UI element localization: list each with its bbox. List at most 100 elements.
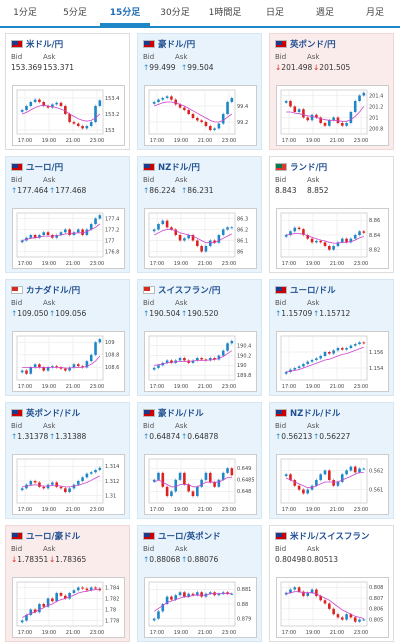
price-values: ↑0.56213 ↑0.56227 xyxy=(270,431,393,443)
chart-svg: 17:00 19:00 21:00 23:00 8.86 8.84 8.82 xyxy=(280,212,380,267)
rate-card[interactable]: 米ドル/スイスフラン Bid Ask 0.80498 0.80513 17:00 19:00… xyxy=(269,525,394,642)
x-tick-label: 23:00 xyxy=(90,261,104,267)
y-tick-label: 109 xyxy=(105,340,115,346)
candle-body xyxy=(213,128,216,130)
tab-4[interactable]: 1時間足 xyxy=(208,8,242,18)
x-tick-label: 17:00 xyxy=(282,261,296,267)
rate-card[interactable]: 米ドル/円 Bid Ask 153.369 153.371 17:00 19:00 21:00… xyxy=(5,33,130,150)
candle-body xyxy=(94,106,97,122)
rate-card[interactable]: NZドル/ドル Bid Ask ↑0.56213 ↑0.56227 17:00 19:00 2… xyxy=(269,402,394,519)
rate-card[interactable]: ユーロ/英ポンド Bid Ask ↑0.88068 ↑0.88076 17:00 19:00… xyxy=(137,525,262,642)
y-tick-label: 177.4 xyxy=(105,216,119,222)
candle-body xyxy=(345,238,348,243)
x-tick-label: 17:00 xyxy=(282,138,296,144)
rate-card[interactable]: 英ポンド/円 Bid Ask ↓201.498 ↓201.505 17:00 19:00 21… xyxy=(269,33,394,150)
price-chart[interactable]: 17:00 19:00 21:00 23:00 1.156 1.154 xyxy=(276,331,389,392)
pair-name[interactable]: ユーロ/豪ドル xyxy=(26,532,81,542)
pair-name[interactable]: ユーロ/円 xyxy=(26,163,64,173)
candle-body xyxy=(213,358,216,360)
rate-card[interactable]: ユーロ/ドル Bid Ask ↑1.15709 ↑1.15712 17:00 19:00 21… xyxy=(269,279,394,396)
rate-card[interactable]: 英ポンド/ドル Bid Ask ↑1.31378 ↑1.31388 17:00 19:00 2… xyxy=(5,402,130,519)
price-chart[interactable]: 17:00 19:00 21:00 23:00 109 108.8 108.6 xyxy=(12,331,125,392)
pair-name[interactable]: カナダドル/円 xyxy=(26,286,81,296)
bid-label: Bid xyxy=(275,422,287,430)
candle-body xyxy=(200,358,203,360)
price-chart[interactable]: 17:00 19:00 21:00 23:00 1.314 1.312 1.31 xyxy=(12,454,125,515)
tab-5[interactable]: 日足 xyxy=(265,8,284,18)
rate-card[interactable]: 豪ドル/円 Bid Ask ↑99.499 ↑99.504 17:00 19:00 21:00… xyxy=(137,33,262,150)
rate-card[interactable]: スイスフラン/円 Bid Ask ↑190.504 ↑190.520 17:00 19:00… xyxy=(137,279,262,396)
pair-name[interactable]: 米ドル/円 xyxy=(26,40,64,50)
pair-name[interactable]: 豪ドル/円 xyxy=(158,40,196,50)
bid-value: 1.15709 xyxy=(281,309,313,318)
candle-body xyxy=(38,364,41,368)
rate-card[interactable]: ランド/円 Bid Ask 8.843 8.852 17:00 19:00 21:00 23:0… xyxy=(269,156,394,273)
candle-body xyxy=(59,593,63,596)
candle-body xyxy=(152,367,156,370)
candle-body xyxy=(157,472,160,480)
y-tick-label: 201 xyxy=(369,115,379,121)
price-labels: Bid Ask xyxy=(270,50,393,62)
x-tick-label: 21:00 xyxy=(198,138,212,144)
flag-icon xyxy=(275,286,287,294)
pair-name[interactable]: ランド/円 xyxy=(290,163,328,173)
price-chart[interactable]: 17:00 19:00 21:00 23:00 153.4 153.2 153 xyxy=(12,85,125,146)
candle-body xyxy=(64,106,67,114)
pair-name[interactable]: 英ポンド/ドル xyxy=(26,409,81,419)
candle-body xyxy=(208,126,212,130)
rate-card[interactable]: ユーロ/豪ドル Bid Ask ↓1.78351 ↓1.78365 17:00 19:00 2… xyxy=(5,525,130,642)
price-chart[interactable]: 17:00 19:00 21:00 23:00 86.3 86.2 86.1 86 xyxy=(144,208,257,269)
candle-body xyxy=(94,342,97,355)
rate-card[interactable]: ユーロ/円 Bid Ask ↑177.464 ↑177.468 17:00 19:00 21:… xyxy=(5,156,130,273)
rate-card[interactable]: 豪ドル/ドル Bid Ask ↑0.64874 ↑0.64878 17:00 19:00 21… xyxy=(137,402,262,519)
pair-name[interactable]: NZドル/円 xyxy=(158,163,200,173)
x-tick-label: 23:00 xyxy=(354,507,368,513)
price-chart[interactable]: 17:00 19:00 21:00 23:00 0.808 0.807 0.806 0.805 xyxy=(276,577,389,638)
pair-name[interactable]: 米ドル/スイスフラン xyxy=(290,532,370,542)
tab-2[interactable]: 15分足 xyxy=(100,0,150,26)
flag-icon xyxy=(143,532,155,540)
candle-body xyxy=(183,592,186,597)
price-chart[interactable]: 17:00 19:00 21:00 23:00 1.784 1.782 1.78 1.778 xyxy=(12,577,125,638)
candle-body xyxy=(187,235,190,239)
price-chart[interactable]: 17:00 19:00 21:00 23:00 8.86 8.84 8.82 xyxy=(276,208,389,269)
arrow-up-icon: ↑ xyxy=(181,63,188,72)
pair-name[interactable]: ユーロ/ドル xyxy=(290,286,336,296)
y-tick-label: 0.649 xyxy=(237,466,251,472)
candle-body xyxy=(165,486,169,497)
candle-body xyxy=(152,229,156,232)
price-chart[interactable]: 17:00 19:00 21:00 23:00 0.562 0.561 xyxy=(276,454,389,515)
pair-name[interactable]: ユーロ/英ポンド xyxy=(158,532,221,542)
price-values: ↑177.464 ↑177.468 xyxy=(6,185,129,197)
flag-icon xyxy=(11,40,23,48)
tab-1[interactable]: 5分足 xyxy=(63,8,87,18)
y-tick-label: 86.2 xyxy=(237,227,248,233)
rate-card[interactable]: カナダドル/円 Bid Ask ↑109.050 ↑109.056 17:00 19:00 2… xyxy=(5,279,130,396)
candle-body xyxy=(353,101,357,112)
price-chart[interactable]: 17:00 19:00 21:00 23:00 201.4 201.2 201 200.8 xyxy=(276,85,389,146)
rate-card-header: 英ポンド/ドル xyxy=(6,403,129,419)
bid-value: 177.464 xyxy=(17,186,49,195)
rate-card[interactable]: NZドル/円 Bid Ask ↑86.224 ↑86.231 17:00 19:00 21:0… xyxy=(137,156,262,273)
pair-name[interactable]: スイスフラン/円 xyxy=(158,286,221,296)
tab-3[interactable]: 30分足 xyxy=(160,8,190,18)
candle-body xyxy=(191,593,195,596)
tab-6[interactable]: 週足 xyxy=(315,8,334,18)
tab-0[interactable]: 1分足 xyxy=(13,8,37,18)
price-chart[interactable]: 17:00 19:00 21:00 23:00 99.4 99.2 xyxy=(144,85,257,146)
pair-name[interactable]: 豪ドル/ドル xyxy=(158,409,204,419)
price-chart[interactable]: 17:00 19:00 21:00 23:00 177.4 177.2 177 176.8 xyxy=(12,208,125,269)
y-tick-label: 0.561 xyxy=(369,487,383,493)
x-tick-label: 23:00 xyxy=(354,384,368,390)
candle-body xyxy=(315,589,318,596)
price-chart[interactable]: 17:00 19:00 21:00 23:00 0.649 0.6485 0.648 xyxy=(144,454,257,515)
price-chart[interactable]: 17:00 19:00 21:00 23:00 190.4 190.2 190 189.8 xyxy=(144,331,257,392)
pair-name[interactable]: NZドル/ドル xyxy=(290,409,341,419)
candle-body xyxy=(38,235,41,238)
candle-body xyxy=(178,235,182,241)
tab-7[interactable]: 月足 xyxy=(365,8,384,18)
x-tick-label: 19:00 xyxy=(306,138,320,144)
price-chart[interactable]: 17:00 19:00 21:00 23:00 0.881 0.88 0.879 xyxy=(144,577,257,638)
candle-body xyxy=(340,348,344,350)
pair-name[interactable]: 英ポンド/円 xyxy=(290,40,336,50)
